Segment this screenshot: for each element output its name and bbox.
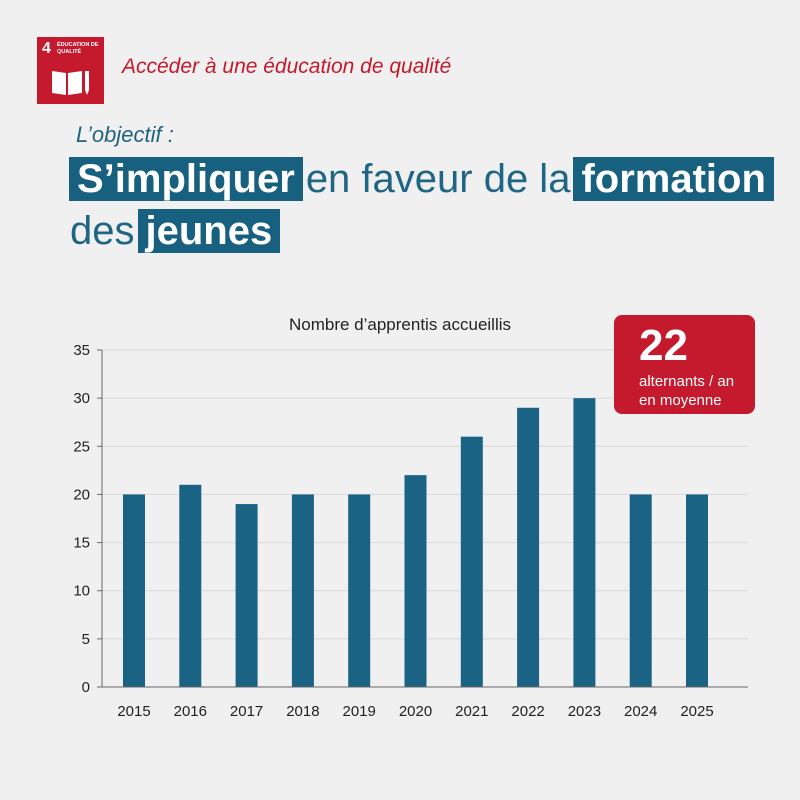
- objective-headline: S’impliquer en faveur de la formation des j…: [68, 153, 775, 257]
- bar-2020: [404, 475, 427, 687]
- headline-line-2: des jeunes: [68, 205, 775, 257]
- x-tick-label: 2023: [568, 703, 601, 720]
- y-axis: 0 5 10 15 20 25 30 35: [73, 342, 102, 696]
- x-tick-label: 2019: [343, 703, 376, 720]
- x-axis: 2015 2016 2017 2018 2019 2020 2021 2022 2023 2024…: [117, 703, 713, 720]
- y-tick-label: 10: [73, 583, 90, 600]
- book-pencil-icon: [52, 71, 89, 95]
- x-tick-label: 2024: [624, 703, 657, 720]
- bar-2019: [348, 494, 371, 687]
- bar-2017: [235, 504, 258, 687]
- callout-number: 22: [639, 321, 688, 370]
- headline-highlight-3: jeunes: [137, 209, 281, 253]
- bar-2021: [460, 436, 483, 687]
- bar-2016: [179, 484, 202, 687]
- y-tick-label: 35: [73, 342, 90, 359]
- callout-line-1: alternants / an: [639, 373, 735, 390]
- bar-chart: Nombre d’apprentis accueillis 0510152025…: [73, 315, 748, 720]
- bar-2015: [123, 494, 145, 687]
- chart-title: Nombre d’apprentis accueillis: [289, 315, 511, 334]
- x-tick-label: 2017: [230, 703, 263, 720]
- x-tick-label: 2022: [511, 703, 544, 720]
- sdg-title: Accéder à une éducation de qualité: [122, 55, 452, 78]
- y-tick-label: 0: [82, 679, 90, 696]
- sdg-badge: 4 Éducation de qualité: [37, 37, 104, 104]
- x-tick-label: 2020: [399, 703, 432, 720]
- x-tick-label: 2021: [455, 703, 488, 720]
- bar-2024: [629, 494, 652, 687]
- headline-line-1: S’impliquer en faveur de la formation: [68, 153, 775, 205]
- y-tick-label: 25: [73, 438, 90, 455]
- headline-highlight-2: formation: [573, 157, 774, 201]
- x-tick-label: 2018: [286, 703, 319, 720]
- objective-kicker: L’objectif :: [76, 122, 174, 147]
- y-tick-label: 30: [73, 390, 90, 407]
- y-tick-label: 20: [73, 486, 90, 503]
- bar-2023: [573, 398, 596, 687]
- x-tick-label: 2025: [680, 703, 713, 720]
- y-tick-label: 5: [82, 631, 90, 648]
- bar-2022: [517, 407, 540, 687]
- headline-text-1: en faveur de la: [305, 157, 571, 201]
- x-tick-label: 2016: [174, 703, 207, 720]
- headline-highlight-1: S’impliquer: [69, 157, 303, 201]
- y-tick-label: 15: [73, 535, 90, 552]
- sdg-number: 4: [42, 40, 51, 57]
- callout-line-2: en moyenne: [639, 392, 722, 409]
- headline-text-2: des: [70, 209, 135, 253]
- bar-2025: [686, 494, 708, 687]
- chart-bars: [123, 398, 708, 687]
- sdg-label: Éducation de qualité: [57, 42, 99, 55]
- average-callout: 22 alternants / an en moyenne: [614, 315, 755, 414]
- x-tick-label: 2015: [117, 703, 150, 720]
- bar-2018: [291, 494, 314, 687]
